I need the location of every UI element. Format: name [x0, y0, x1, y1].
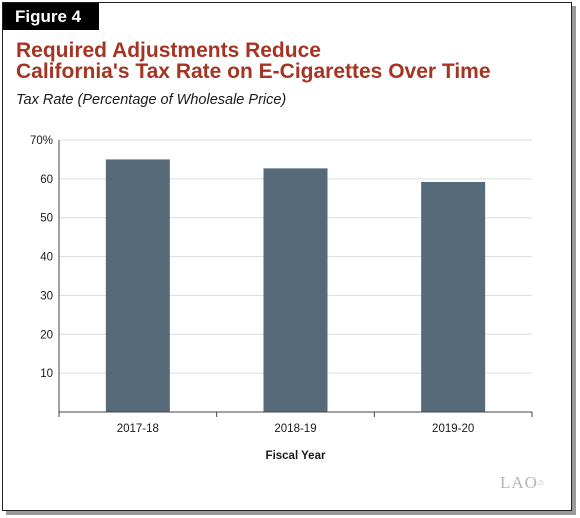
y-tick-label: 10	[40, 368, 53, 380]
x-tick-label: 2017-18	[117, 423, 159, 435]
y-tick-label: 70%	[30, 135, 53, 147]
figure-label: Figure 4	[3, 3, 99, 30]
lao-logo-text: LAO	[500, 473, 538, 492]
x-tick-label: 2018-19	[274, 423, 316, 435]
y-tick-label: 40	[40, 252, 53, 264]
bar-chart: 10 20 30 40 50 60 70% 2017-18 2018-19 2019-20 Fis…	[30, 135, 533, 462]
lao-logo: LAO⌂	[500, 473, 544, 493]
y-tick-label: 60	[40, 174, 53, 186]
figure-frame: Figure 4 Required Adjustments Reduce Cal…	[2, 2, 572, 511]
tick-labels: 10 20 30 40 50 60 70% 2017-18 2018-19 2019-20	[30, 135, 533, 435]
x-axis-title: Fiscal Year	[266, 450, 326, 462]
axes	[58, 140, 532, 413]
bar-2019-20	[421, 181, 486, 412]
chart-title-line-1: Required Adjustments Reduce	[16, 39, 321, 62]
y-tick-label: 30	[40, 290, 53, 302]
chart-title: Required Adjustments Reduce California's…	[16, 40, 561, 82]
y-tick-label: 50	[40, 213, 53, 225]
y-tick-label: 20	[40, 329, 53, 341]
y-axis-title: Tax Rate (Percentage of Wholesale Price)	[16, 92, 287, 108]
x-tick-label: 2019-20	[432, 423, 474, 435]
bars	[105, 159, 486, 412]
chart-title-line-2: California's Tax Rate on E-Cigarettes Ov…	[16, 60, 491, 83]
bar-2018-19	[263, 168, 328, 412]
lao-dome-icon: ⌂	[537, 477, 545, 487]
bar-2017-18	[105, 159, 170, 412]
